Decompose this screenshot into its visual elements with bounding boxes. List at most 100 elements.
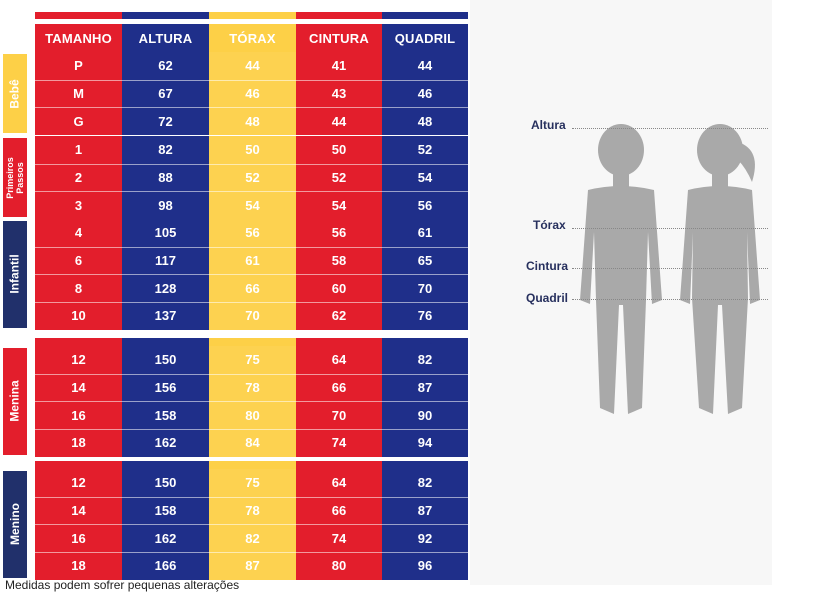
- table-cell: 105: [122, 219, 209, 247]
- table-cell: 50: [209, 136, 296, 164]
- table-cell: 70: [209, 302, 296, 330]
- top-stripe: [35, 12, 122, 19]
- row-divider: [35, 163, 468, 165]
- table-cell: 48: [209, 107, 296, 136]
- table-cell: 60: [296, 274, 382, 303]
- table-cell: 54: [296, 191, 382, 220]
- table-cell: 76: [382, 302, 468, 330]
- table-cell: 90: [382, 401, 468, 430]
- silhouette-panel: [470, 0, 772, 585]
- table-cell: 56: [209, 219, 296, 247]
- group-label-text: Bebê: [8, 78, 22, 109]
- table-cell: 80: [296, 552, 382, 580]
- group-label: Bebê: [3, 54, 27, 134]
- row-divider: [35, 401, 468, 403]
- group-top-stripe: [209, 338, 296, 346]
- table-cell: 72: [122, 107, 209, 136]
- table-cell: 3: [35, 191, 122, 220]
- table-cell: 12: [35, 469, 122, 497]
- label-torax: Tórax: [533, 218, 566, 232]
- row-divider: [35, 524, 468, 526]
- table-cell: 58: [296, 246, 382, 275]
- table-cell: 92: [382, 524, 468, 553]
- group-top-stripe: [296, 461, 382, 469]
- table-cell: 96: [382, 552, 468, 580]
- group-top-stripe: [35, 461, 122, 469]
- table-cell: 44: [382, 52, 468, 80]
- table-cell: 67: [122, 79, 209, 108]
- group-label-text: Menino: [8, 503, 22, 546]
- girl-silhouette: [680, 124, 760, 414]
- table-cell: 2: [35, 163, 122, 192]
- footnote: Medidas podem sofrer pequenas alterações: [5, 578, 240, 592]
- table-cell: 50: [296, 136, 382, 164]
- top-stripe: [209, 12, 296, 19]
- table-cell: 150: [122, 469, 209, 497]
- table-cell: 52: [382, 136, 468, 164]
- row-divider: [35, 373, 468, 375]
- altura-line: [572, 128, 768, 129]
- group-label: Infantil: [3, 221, 27, 328]
- table-cell: 43: [296, 79, 382, 108]
- table-cell: 82: [382, 346, 468, 374]
- table-cell: 64: [296, 469, 382, 497]
- table-cell: G: [35, 107, 122, 136]
- row-divider: [35, 302, 468, 304]
- group-top-stripe: [382, 338, 468, 346]
- table-cell: 56: [296, 219, 382, 247]
- column-header: ALTURA: [122, 24, 209, 52]
- table-cell: 80: [209, 401, 296, 430]
- table-cell: 16: [35, 401, 122, 430]
- table-cell: 54: [209, 191, 296, 220]
- group-top-stripe: [382, 461, 468, 469]
- group-label-text: Infantil: [8, 254, 23, 295]
- group-top-stripe: [122, 338, 209, 346]
- table-cell: M: [35, 79, 122, 108]
- table-cell: 44: [296, 107, 382, 136]
- table-cell: 61: [209, 246, 296, 275]
- label-cintura: Cintura: [526, 259, 568, 273]
- table-cell: 41: [296, 52, 382, 80]
- table-cell: 62: [122, 52, 209, 80]
- table-cell: 4: [35, 219, 122, 247]
- table-cell: 6: [35, 246, 122, 275]
- row-divider: [35, 274, 468, 276]
- table-cell: 137: [122, 302, 209, 330]
- table-cell: 52: [296, 163, 382, 192]
- group-top-stripe: [296, 338, 382, 346]
- group-label: Primeiros Passos: [3, 138, 27, 218]
- column-header: CINTURA: [296, 24, 382, 52]
- table-cell: 87: [382, 373, 468, 402]
- cintura-line: [572, 268, 768, 269]
- table-cell: 87: [382, 496, 468, 525]
- table-cell: 162: [122, 429, 209, 457]
- table-cell: 82: [382, 469, 468, 497]
- table-cell: 84: [209, 429, 296, 457]
- table-cell: 52: [209, 163, 296, 192]
- table-cell: 98: [122, 191, 209, 220]
- label-quadril: Quadril: [526, 291, 569, 305]
- table-cell: 18: [35, 429, 122, 457]
- table-cell: 16: [35, 524, 122, 553]
- table-cell: 44: [209, 52, 296, 80]
- table-cell: 12: [35, 346, 122, 374]
- column-header: TÓRAX: [209, 24, 296, 52]
- group-label-text: Menina: [8, 380, 22, 423]
- table-cell: 61: [382, 219, 468, 247]
- row-divider: [35, 246, 468, 248]
- label-altura: Altura: [531, 118, 566, 132]
- row-divider: [35, 191, 468, 193]
- top-stripe: [382, 12, 468, 19]
- column-header: TAMANHO: [35, 24, 122, 52]
- row-divider: [35, 552, 468, 554]
- row-divider: [35, 79, 468, 81]
- row-divider: [35, 496, 468, 498]
- table-cell: 117: [122, 246, 209, 275]
- table-cell: 14: [35, 496, 122, 525]
- table-cell: 94: [382, 429, 468, 457]
- table-cell: 18: [35, 552, 122, 580]
- table-cell: 82: [122, 136, 209, 164]
- table-cell: 158: [122, 496, 209, 525]
- table-cell: 158: [122, 401, 209, 430]
